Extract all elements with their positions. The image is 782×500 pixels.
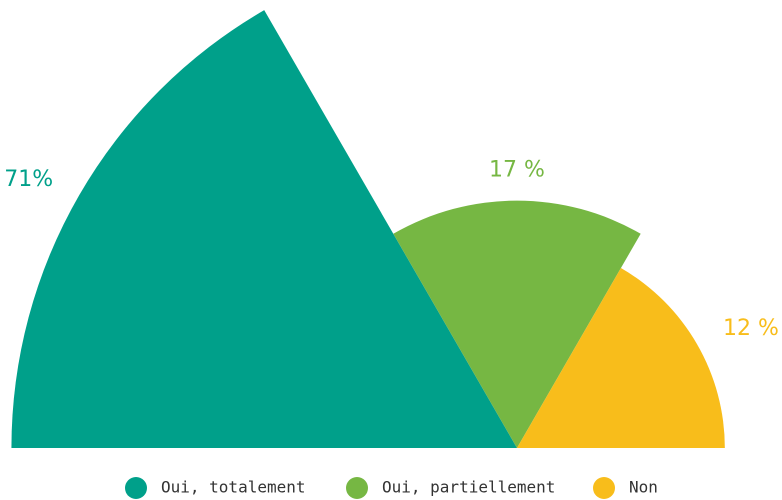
sector bbox=[517, 268, 725, 448]
legend-swatch bbox=[125, 477, 147, 499]
legend-label: Oui, partiellement bbox=[382, 478, 555, 497]
sector bbox=[11, 10, 518, 448]
legend-label: Non bbox=[629, 478, 658, 497]
sector bbox=[393, 200, 641, 448]
legend-swatch bbox=[593, 477, 615, 499]
legend-swatch bbox=[346, 477, 368, 499]
value-label: 17 % bbox=[489, 158, 545, 183]
value-label: 71% bbox=[4, 167, 53, 192]
value-label: 12 % bbox=[723, 316, 779, 341]
legend-label: Oui, totalement bbox=[161, 478, 306, 497]
